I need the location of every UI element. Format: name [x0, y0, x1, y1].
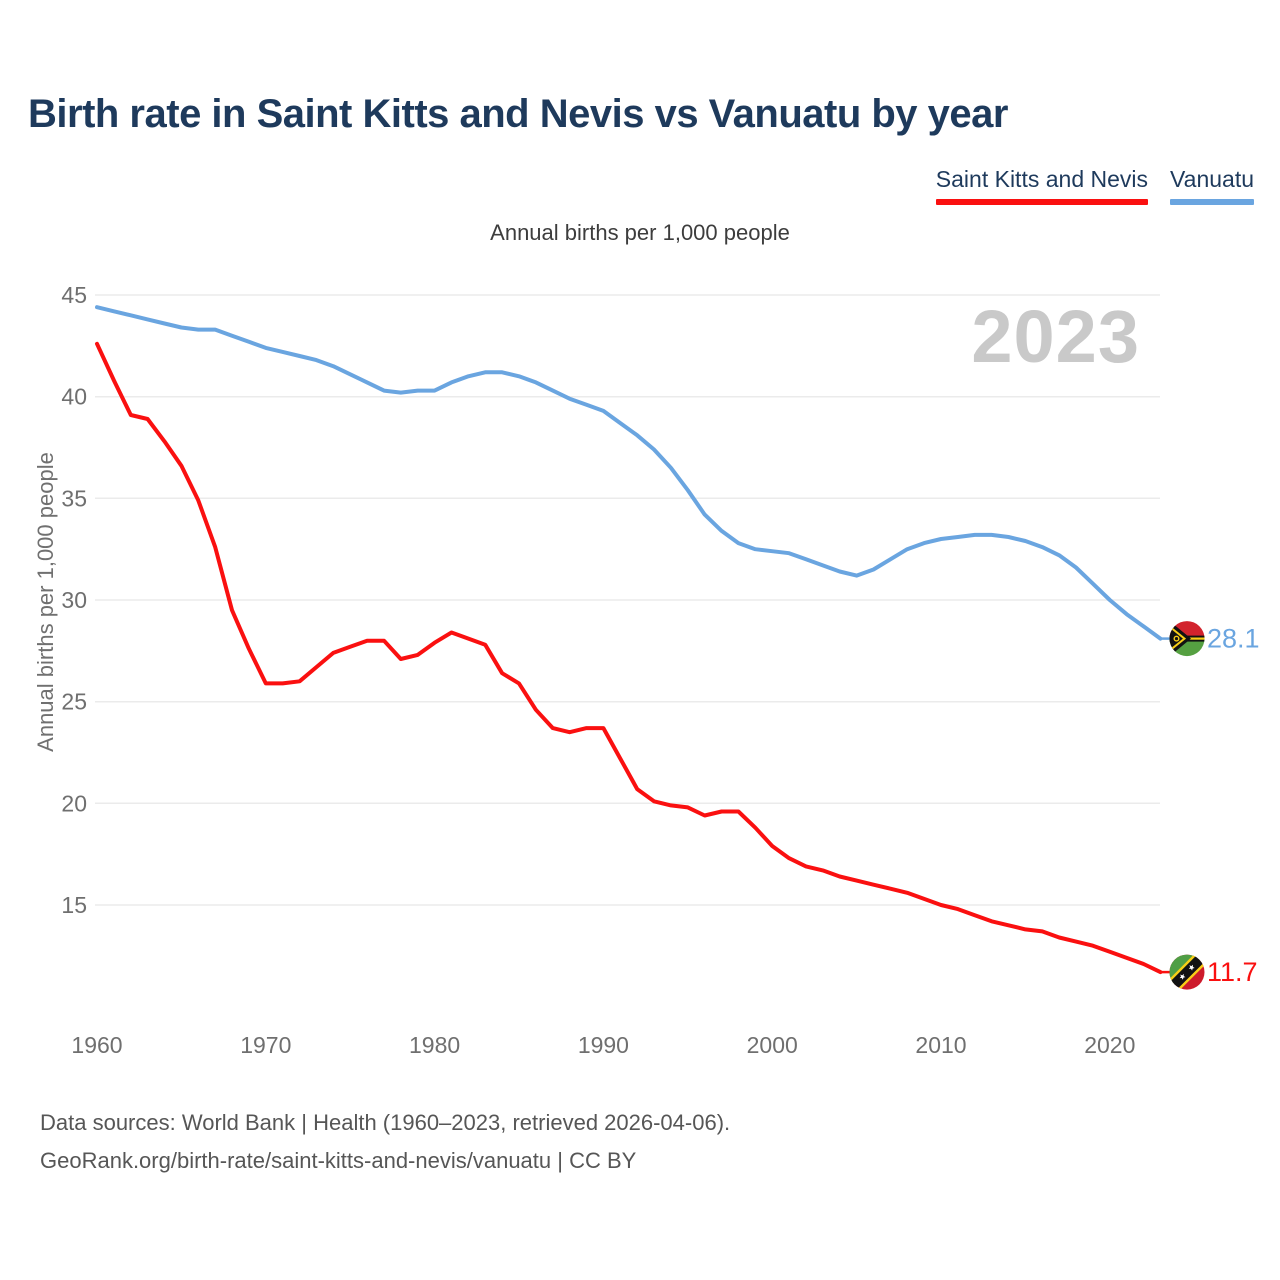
legend-item-vanuatu[interactable]: Vanuatu: [1170, 166, 1254, 205]
chart-subtitle: Annual births per 1,000 people: [490, 220, 790, 245]
saint-kitts-and-nevis-flag-icon: [1169, 954, 1205, 990]
x-tick-label: 1990: [578, 1032, 629, 1058]
y-tick-label: 15: [61, 892, 87, 918]
y-tick-label: 30: [61, 587, 87, 613]
saint-kitts-and-nevis-value-label: 11.7: [1207, 957, 1258, 987]
legend-underline-vanuatu: [1170, 199, 1254, 205]
x-axis-tick-labels: 1960 1970 1980 1990 2000 2010 2020: [71, 1032, 1135, 1058]
vanuatu-flag-icon: [1169, 621, 1205, 657]
vanuatu-line[interactable]: [95, 305, 1163, 641]
y-tick-label: 25: [61, 689, 87, 715]
vanuatu-value-label: 28.1: [1207, 624, 1260, 654]
y-axis-title: Annual births per 1,000 people: [33, 452, 58, 752]
x-tick-label: 1980: [409, 1032, 460, 1058]
footer-attribution: GeoRank.org/birth-rate/saint-kitts-and-n…: [40, 1148, 637, 1173]
x-tick-label: 2020: [1084, 1032, 1135, 1058]
x-tick-label: 2000: [747, 1032, 798, 1058]
footer-data-sources: Data sources: World Bank | Health (1960–…: [40, 1110, 731, 1135]
y-tick-label: 35: [61, 485, 87, 511]
legend-item-saint-kitts-and-nevis[interactable]: Saint Kitts and Nevis: [935, 166, 1149, 205]
y-axis-tick-labels: 15 20 25 30 35 40 45: [61, 282, 87, 918]
legend-underline-saint-kitts-and-nevis: [935, 199, 1149, 205]
legend-label-vanuatu: Vanuatu: [1170, 166, 1254, 192]
footer: Data sources: World Bank | Health (1960–…: [40, 1104, 730, 1180]
page-title: Birth rate in Saint Kitts and Nevis vs V…: [28, 92, 1008, 136]
gridlines: [95, 294, 1160, 906]
legend-label-saint-kitts-and-nevis: Saint Kitts and Nevis: [935, 166, 1149, 192]
x-tick-label: 2010: [915, 1032, 966, 1058]
saint-kitts-and-nevis-line[interactable]: [95, 341, 1163, 975]
watermark-year: 2023: [971, 295, 1140, 378]
y-tick-label: 45: [61, 282, 87, 308]
y-tick-label: 20: [61, 790, 87, 816]
x-tick-label: 1970: [240, 1032, 291, 1058]
y-tick-label: 40: [61, 384, 87, 410]
x-tick-label: 1960: [71, 1032, 122, 1058]
legend: Saint Kitts and Nevis Vanuatu: [935, 166, 1254, 205]
